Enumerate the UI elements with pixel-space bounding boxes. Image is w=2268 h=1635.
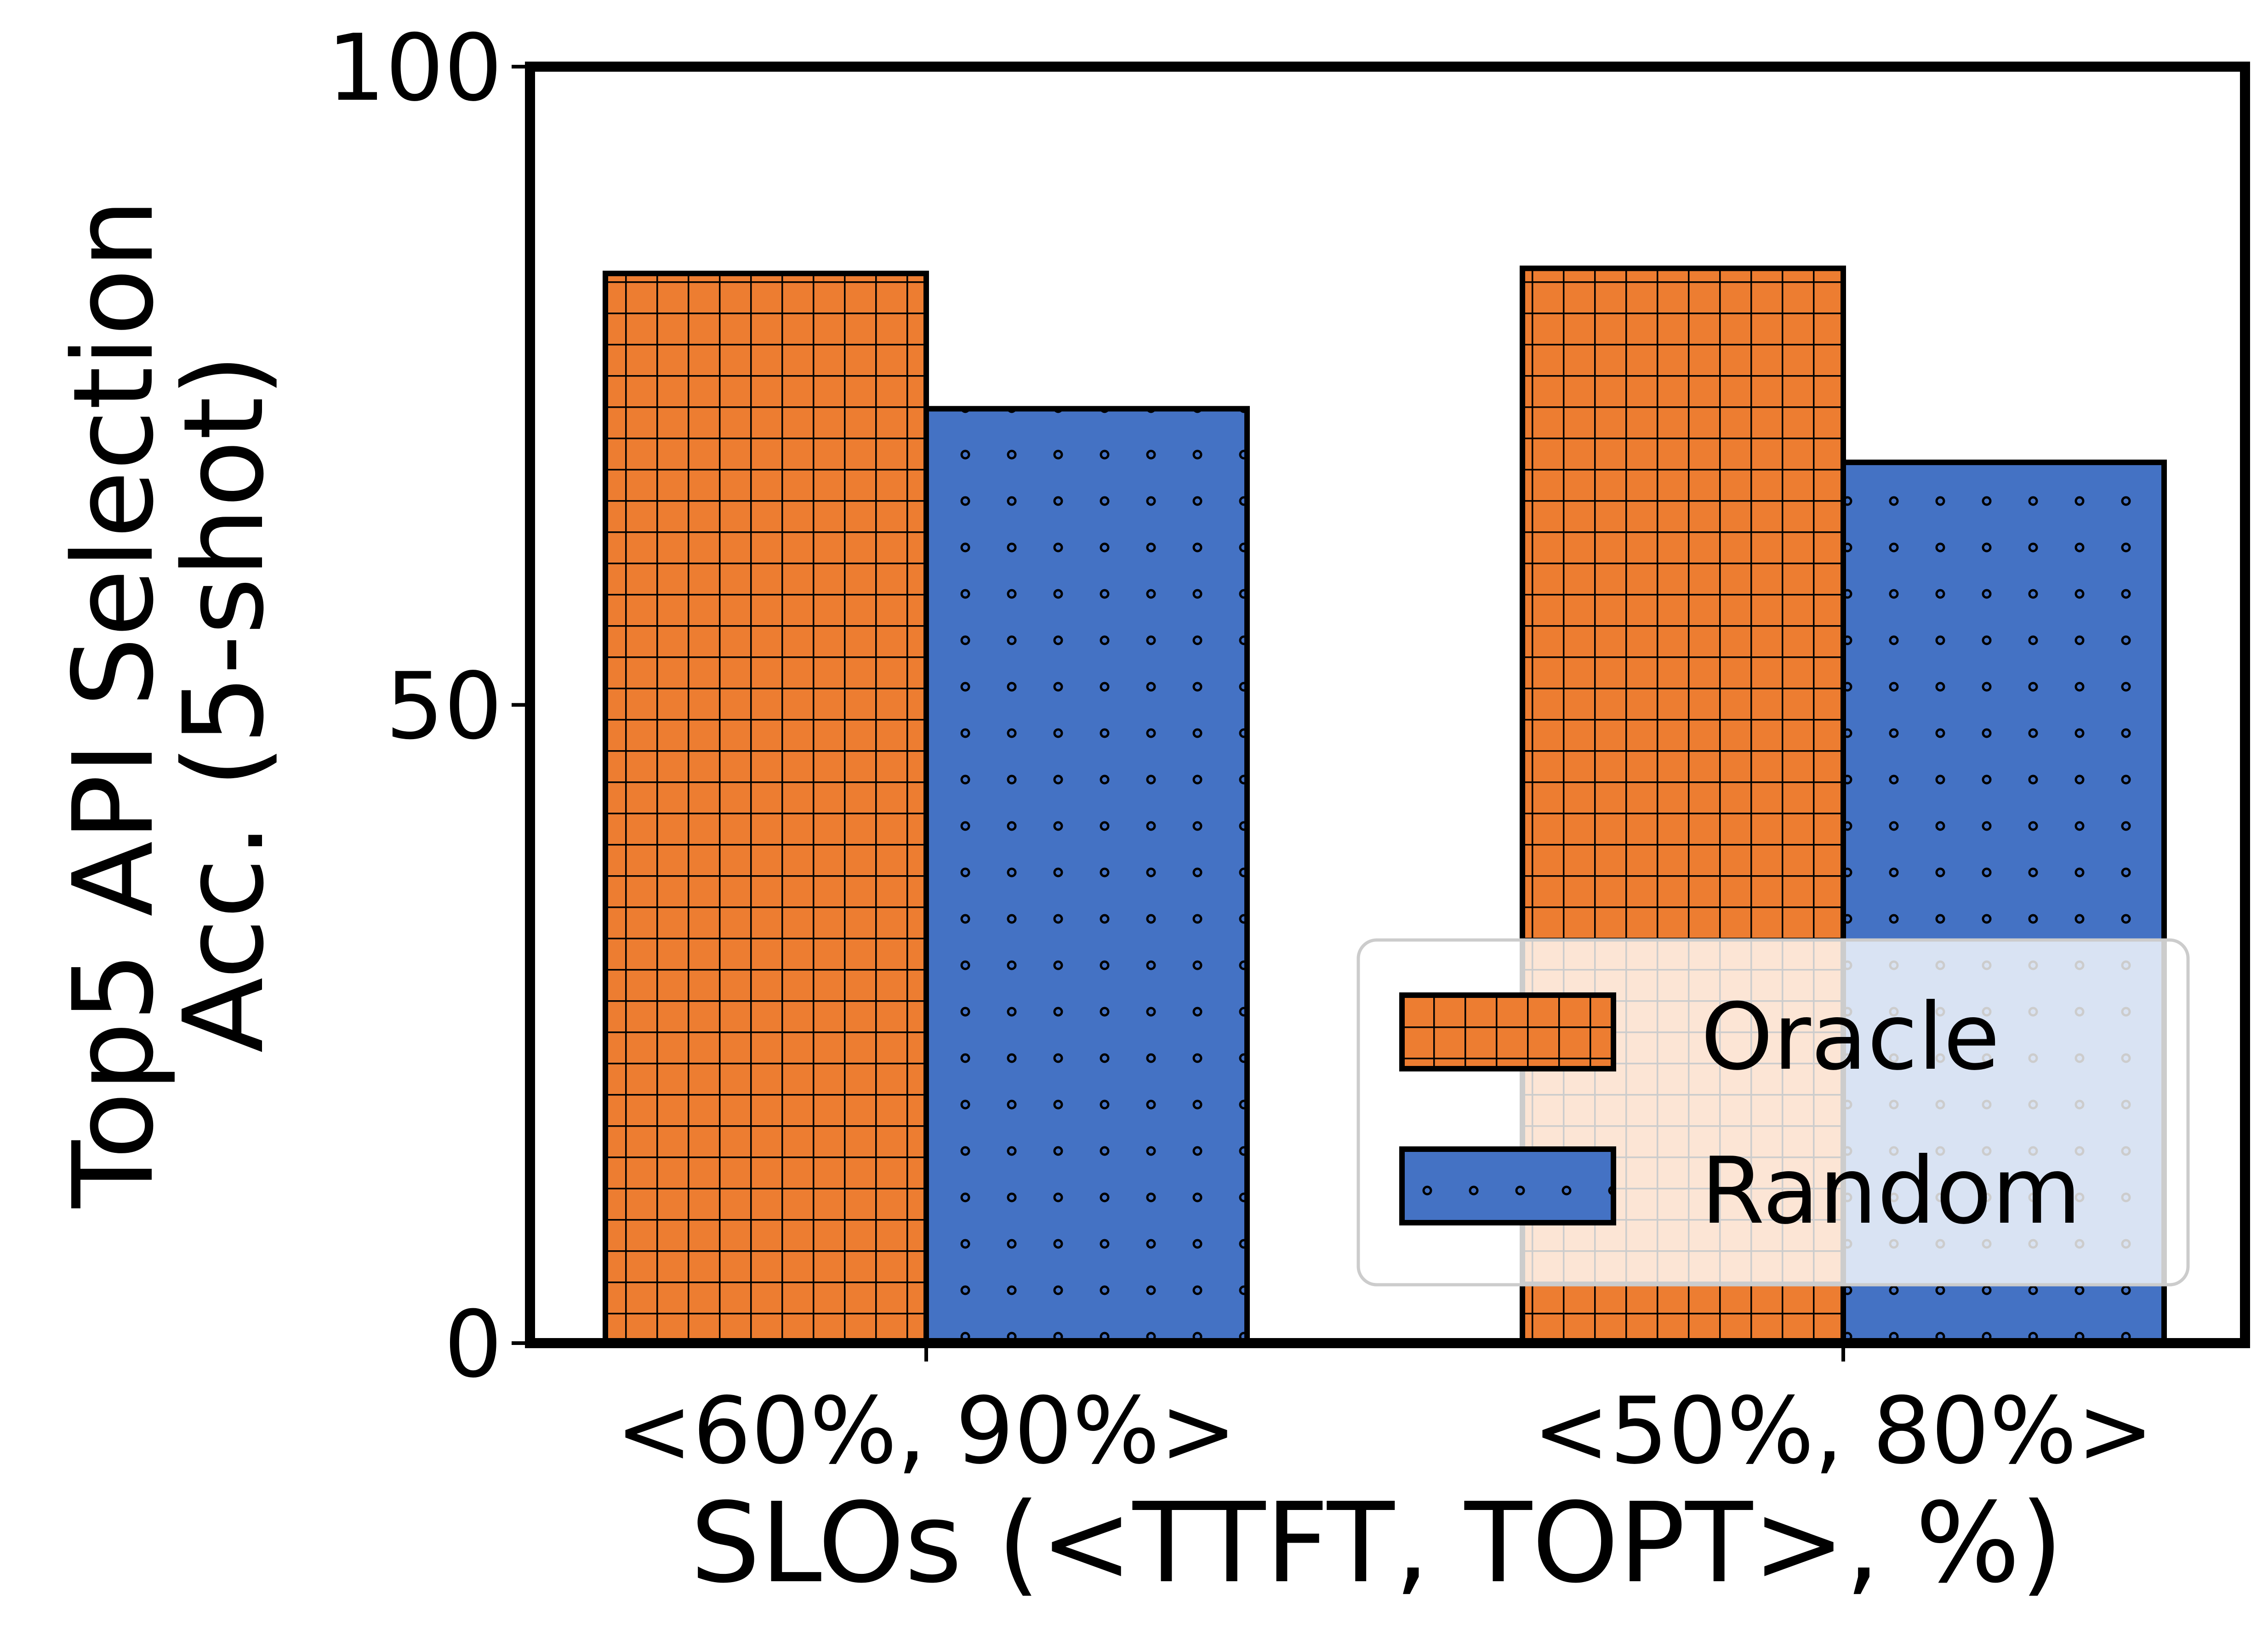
legend-swatch-random — [1399, 1146, 1616, 1225]
x-axis-label: SLOs (<TTFT, TOPT>, %) — [690, 1479, 2063, 1607]
bar-oracle-1 — [603, 270, 929, 1346]
legend-label-random: Random — [1701, 1138, 2081, 1245]
y-tick-label-50: 50 — [386, 653, 503, 760]
x-tick-label-1: <60%, 90%> — [615, 1378, 1237, 1485]
y-ticks: 0 50 100 — [327, 15, 530, 1398]
x-ticks: <60%, 90%> <50%, 80%> — [615, 1343, 2154, 1485]
y-axis-label-line-1: Top5 API Selection — [49, 199, 178, 1208]
y-tick-label-100: 100 — [327, 15, 502, 122]
legend-label-oracle: Oracle — [1701, 984, 2000, 1091]
legend-swatch-oracle — [1399, 992, 1616, 1071]
legend: Oracle Random — [1356, 938, 2190, 1287]
y-axis-label-line-2: Acc. (5-shot) — [160, 353, 288, 1053]
y-tick-label-0: 0 — [444, 1291, 502, 1398]
bar-random-1 — [923, 406, 1250, 1346]
x-tick-label-2: <50%, 80%> — [1533, 1378, 2154, 1485]
